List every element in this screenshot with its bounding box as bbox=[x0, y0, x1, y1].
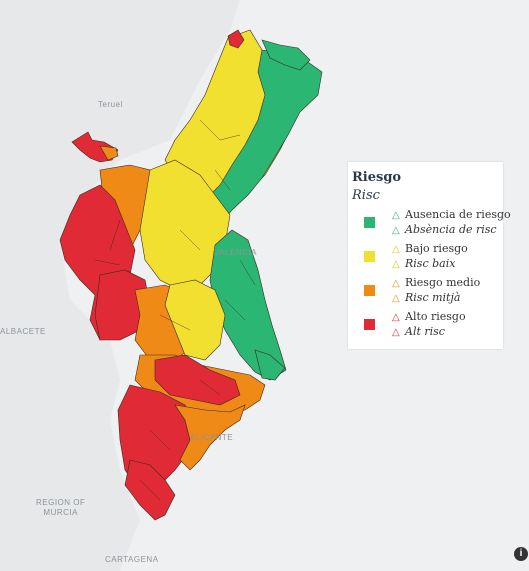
legend-label-text: Risc mitjà bbox=[405, 291, 461, 304]
warning-triangle-icon: △ bbox=[392, 312, 400, 323]
region-orange-alicante bbox=[174, 404, 246, 471]
warning-triangle-icon: △ bbox=[392, 259, 400, 270]
legend-label-text: Riesgo medio bbox=[405, 276, 481, 289]
legend-label-ca: △ Risc mitjà bbox=[392, 291, 460, 304]
basemap-label-teruel: Teruel bbox=[98, 100, 123, 109]
warning-triangle-icon: △ bbox=[392, 244, 400, 255]
legend-label-ca: △ Risc baix bbox=[392, 257, 455, 270]
legend-label-text: Bajo riesgo bbox=[405, 242, 468, 255]
legend-swatch bbox=[364, 217, 375, 228]
region-yellow-central bbox=[139, 159, 231, 291]
legend-swatch bbox=[364, 251, 375, 262]
legend-panel: Riesgo Risc △ Ausencia de riesgo △ Absènci… bbox=[348, 162, 511, 349]
region-green-alicante-east bbox=[254, 349, 286, 381]
info-button[interactable]: i bbox=[514, 547, 528, 561]
region-yellow-valencia-inland bbox=[164, 279, 226, 361]
legend-swatch bbox=[364, 319, 375, 330]
legend-item-low: △ Bajo riesgo △ Risc baix bbox=[364, 242, 499, 276]
region-red-valencia-south bbox=[154, 354, 241, 406]
basemap-label-region-murcia: REGION OF MURCIA bbox=[36, 498, 86, 517]
warning-triangle-icon: △ bbox=[392, 278, 400, 289]
legend-item-medium: △ Riesgo medio △ Risc mitjà bbox=[364, 276, 499, 310]
legend-label-es: △ Bajo riesgo bbox=[392, 242, 468, 255]
legend-subtitle: Risc bbox=[352, 188, 380, 203]
municipality-regions bbox=[59, 29, 323, 521]
legend-label-text: Ausencia de riesgo bbox=[405, 208, 511, 221]
basemap-label-alicante: ALICANTE bbox=[190, 433, 234, 442]
legend-label-text: Risc baix bbox=[405, 257, 456, 270]
legend-label-ca: △ Absència de risc bbox=[392, 223, 497, 236]
legend-label-es: △ Alto riesgo bbox=[392, 310, 466, 323]
legend-item-absence: △ Ausencia de riesgo △ Absència de risc bbox=[364, 208, 511, 242]
municipality-boundaries bbox=[94, 119, 256, 501]
region-green-north-cap bbox=[261, 39, 311, 71]
warning-triangle-icon: △ bbox=[392, 327, 400, 338]
legend-item-high: △ Alto riesgo △ Alt risc bbox=[364, 310, 499, 344]
basemap-label-albacete: ALBACETE bbox=[0, 327, 46, 336]
warning-triangle-icon: △ bbox=[392, 293, 400, 304]
legend-label-text: Alt risc bbox=[405, 325, 445, 338]
basemap-label-valencia: VALÈNCIA bbox=[214, 248, 257, 257]
warning-triangle-icon: △ bbox=[392, 225, 400, 236]
legend-label-text: Alto riesgo bbox=[405, 310, 466, 323]
warning-triangle-icon: △ bbox=[392, 210, 400, 221]
legend-label-text: Absència de risc bbox=[405, 223, 497, 236]
region-red-north-tip bbox=[227, 29, 245, 49]
legend-title: Riesgo bbox=[352, 170, 402, 185]
legend-label-es: △ Riesgo medio bbox=[392, 276, 480, 289]
region-orange-enclave bbox=[99, 145, 119, 161]
legend-swatch bbox=[364, 285, 375, 296]
legend-label-es: △ Ausencia de riesgo bbox=[392, 208, 511, 221]
basemap-label-cartagena: CARTAGENA bbox=[105, 555, 159, 564]
legend-label-ca: △ Alt risc bbox=[392, 325, 445, 338]
neighbour-land bbox=[0, 0, 240, 571]
